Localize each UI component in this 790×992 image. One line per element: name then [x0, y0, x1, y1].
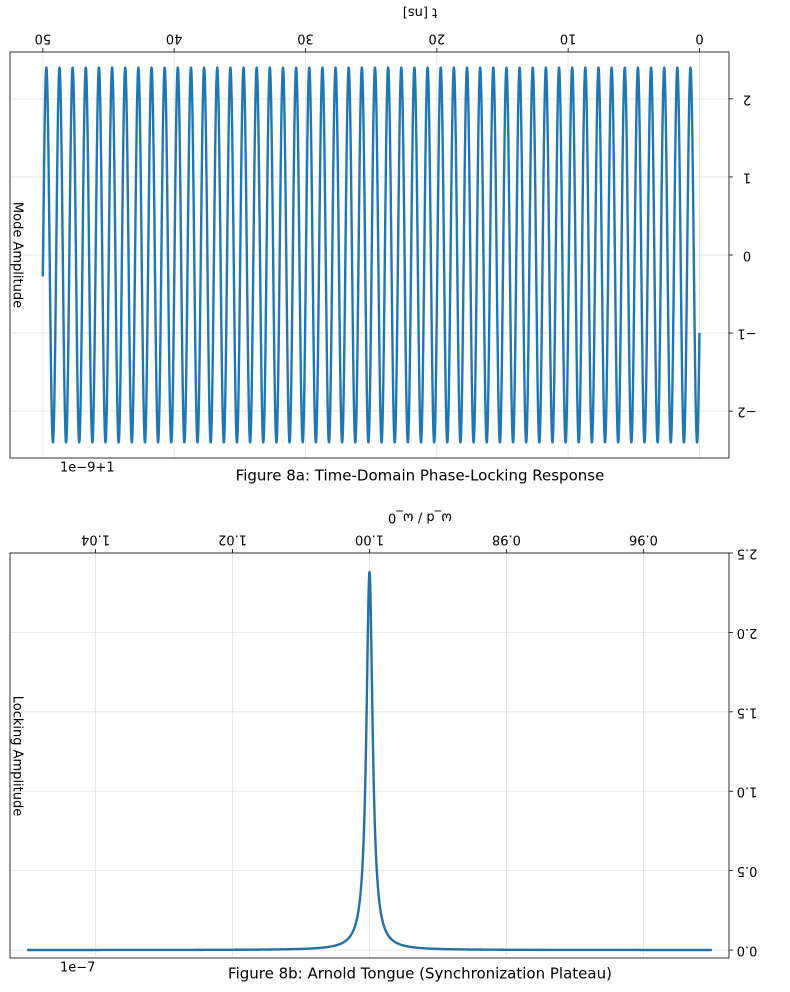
panel-a-x-tick-labels: 0 10 20 30 40 50: [35, 31, 704, 46]
x-tick-label: 10: [560, 31, 577, 46]
x-tick-label: 0.96: [629, 532, 658, 547]
panel-b-series-line: [26, 570, 713, 952]
y-tick-label: 2: [743, 91, 751, 106]
y-tick-label: 1.0: [737, 784, 758, 799]
y-tick-label: 1: [743, 169, 751, 184]
x-tick-label: 1.00: [355, 532, 384, 547]
panel-a: 0 10 20 30 40 50 −2 −1 0 1 2 t [ns] Mode Amplitud…: [10, 5, 757, 485]
panel-a-offset-text: 1e−9+1: [60, 461, 115, 476]
panel-b-x-tick-labels: 0.96 0.98 1.00 1.02 1.04: [81, 532, 658, 547]
panel-b: 0.960.981.001.021.04 0.00.51.01.52.02.5 …: [10, 510, 758, 983]
y-tick-label: 2.0: [737, 625, 758, 640]
x-tick-label: 50: [35, 31, 52, 46]
x-tick-label: 30: [297, 31, 314, 46]
x-tick-label: 0: [695, 31, 703, 46]
panel-a-series-line: [41, 66, 701, 444]
panel-b-offset-text: 1e−7: [60, 961, 95, 976]
panel-a-y-tick-labels: −2 −1 0 1 2: [737, 91, 756, 418]
panel-a-x-axis-label: t [ns]: [403, 5, 437, 20]
x-tick-label: 0.98: [492, 532, 521, 547]
y-tick-label: 0.5: [737, 863, 758, 878]
x-tick-label: 1.02: [218, 532, 247, 547]
panel-b-y-axis-label: Locking Amplitude: [10, 696, 25, 817]
y-tick-label: 2.5: [737, 546, 758, 561]
panel-b-ticks: [95, 549, 733, 951]
y-tick-label: −1: [737, 326, 756, 341]
x-tick-label: 1.04: [81, 532, 110, 547]
y-tick-label: 0.0: [737, 943, 758, 958]
panel-b-x-axis-label: ω_d / ω_0: [388, 510, 452, 525]
panel-b-y-tick-labels: 0.0 0.5 1.0 1.5 2.0 2.5: [737, 546, 758, 958]
panel-a-title: Figure 8a: Time-Domain Phase-Locking Res…: [236, 467, 605, 485]
x-tick-label: 20: [429, 31, 446, 46]
panel-b-title: Figure 8b: Arnold Tongue (Synchronizatio…: [228, 965, 612, 983]
panel-b-grid: [10, 552, 729, 958]
y-tick-label: −2: [737, 404, 756, 419]
panel-a-ticks: [42, 48, 733, 412]
y-tick-label: 0: [743, 248, 751, 263]
y-tick-label: 1.5: [737, 704, 758, 719]
x-tick-label: 40: [166, 31, 183, 46]
panel-a-y-axis-label: Mode Amplitude: [10, 202, 25, 308]
